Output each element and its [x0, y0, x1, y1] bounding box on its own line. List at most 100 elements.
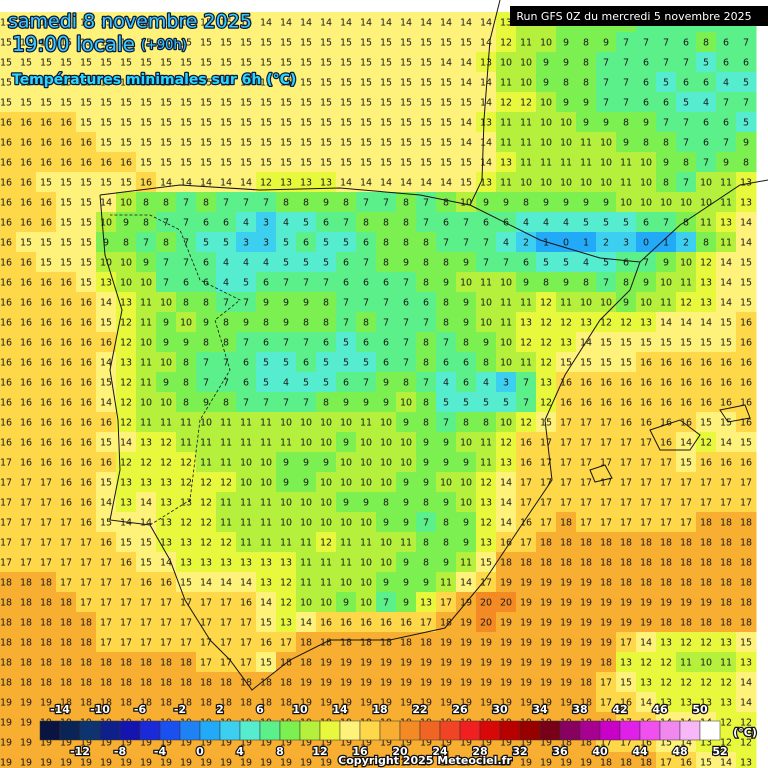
temperature-cell [16, 112, 37, 133]
temperature-value: 8 [183, 378, 189, 389]
temperature-cell [256, 132, 277, 153]
temperature-value: 15 [240, 58, 252, 69]
temperature-value: 4 [523, 218, 529, 229]
legend-swatch [79, 720, 101, 741]
temperature-cell [596, 332, 617, 353]
temperature-cell [296, 32, 317, 53]
temperature-cell [496, 272, 517, 293]
temperature-cell [16, 12, 37, 33]
temperature-value: 15 [260, 618, 272, 629]
temperature-value: 18 [60, 658, 72, 669]
temperature-cell [236, 12, 257, 33]
temperature-value: 10 [600, 158, 612, 169]
temperature-value: 18 [740, 538, 752, 549]
temperature-value: 8 [703, 38, 709, 49]
temperature-value: 9 [403, 498, 409, 509]
legend-swatch [119, 720, 141, 741]
temperature-cell [316, 92, 337, 113]
temperature-value: 15 [280, 58, 292, 69]
temperature-cell [496, 412, 517, 433]
temperature-value: 19 [660, 598, 672, 609]
temperature-cell [436, 412, 457, 433]
temperature-cell [616, 152, 637, 173]
temperature-value: 16 [40, 278, 52, 289]
temperature-value: 18 [540, 538, 552, 549]
temperature-cell [556, 212, 577, 233]
temperature-value: 15 [220, 158, 232, 169]
temperature-value: 19 [480, 698, 492, 709]
temperature-value: 10 [700, 198, 712, 209]
time-label: 19:00 locale [12, 32, 135, 56]
temperature-value: 12 [600, 318, 612, 329]
temperature-value: 15 [280, 98, 292, 109]
temperature-value: 18 [680, 578, 692, 589]
legend-label: 42 [612, 703, 627, 716]
temperature-value: 19 [540, 638, 552, 649]
temperature-cell [216, 52, 237, 73]
temperature-cell [556, 312, 577, 333]
temperature-cell [516, 212, 537, 233]
temperature-value: 19 [540, 658, 552, 669]
temperature-cell [496, 332, 517, 353]
temperature-cell [296, 372, 317, 393]
temperature-value: 14 [100, 198, 112, 209]
temperature-cell [616, 232, 637, 253]
temperature-value: 6 [303, 238, 309, 249]
temperature-value: 15 [700, 758, 712, 768]
temperature-value: 17 [180, 618, 192, 629]
temperature-value: 8 [123, 238, 129, 249]
temperature-value: 6 [303, 358, 309, 369]
temperature-value: 16 [640, 398, 652, 409]
temperature-value: 16 [20, 318, 32, 329]
temperature-value: 4 [443, 378, 449, 389]
temperature-cell [36, 252, 57, 273]
temperature-value: 18 [320, 638, 332, 649]
temperature-value: 13 [120, 298, 132, 309]
temperature-value: 10 [460, 278, 472, 289]
temperature-value: 17 [180, 598, 192, 609]
temperature-cell [436, 72, 457, 93]
temperature-cell [136, 272, 157, 293]
temperature-cell [376, 372, 397, 393]
temperature-value: 17 [520, 478, 532, 489]
temperature-cell [476, 292, 497, 313]
temperature-cell [736, 432, 757, 453]
temperature-cell [156, 432, 177, 453]
temperature-value: 9 [263, 298, 269, 309]
temperature-value: 7 [463, 218, 469, 229]
temperature-value: 19 [280, 758, 292, 768]
temperature-cell [576, 272, 597, 293]
temperature-value: 16 [60, 478, 72, 489]
temperature-value: 15 [240, 138, 252, 149]
temperature-cell [576, 352, 597, 373]
temperature-value: 10 [260, 478, 272, 489]
temperature-value: 17 [560, 458, 572, 469]
temperature-value: 16 [60, 398, 72, 409]
temperature-value: 15 [700, 418, 712, 429]
temperature-value: 15 [380, 138, 392, 149]
temperature-cell [636, 412, 657, 433]
temperature-value: 17 [680, 518, 692, 529]
temperature-value: 7 [403, 358, 409, 369]
temperature-value: 15 [0, 98, 12, 109]
temperature-cell [236, 292, 257, 313]
temperature-cell [416, 452, 437, 473]
temperature-value: 17 [640, 478, 652, 489]
temperature-value: 18 [580, 558, 592, 569]
temperature-value: 9 [363, 398, 369, 409]
temperature-value: 5 [203, 238, 209, 249]
temperature-cell [696, 392, 717, 413]
temperature-value: 8 [483, 358, 489, 369]
temperature-cell [216, 272, 237, 293]
temperature-cell [496, 292, 517, 313]
temperature-cell [696, 72, 717, 93]
temperature-value: 14 [720, 438, 732, 449]
temperature-value: 8 [543, 278, 549, 289]
temperature-cell [536, 432, 557, 453]
temperature-cell [296, 312, 317, 333]
temperature-cell [276, 252, 297, 273]
temperature-value: 13 [120, 358, 132, 369]
temperature-value: 17 [40, 478, 52, 489]
temperature-value: 6 [263, 278, 269, 289]
temperature-cell [336, 112, 357, 133]
